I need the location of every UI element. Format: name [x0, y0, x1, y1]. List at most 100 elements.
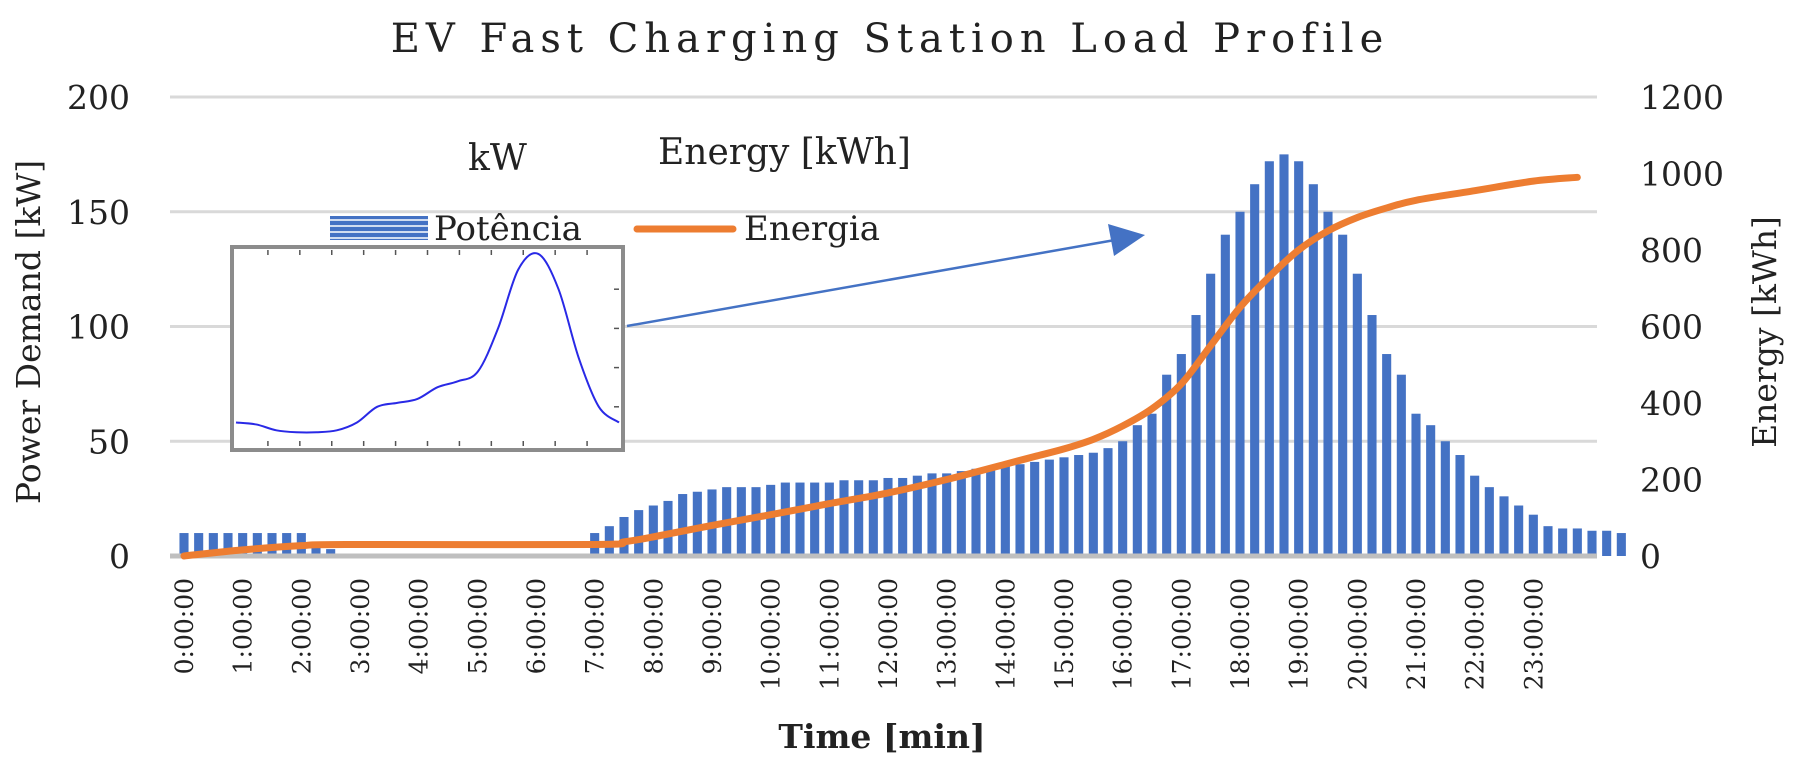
x-tick-label: 8:00:00 [639, 578, 668, 674]
x-tick-label: 16:00:00 [1109, 578, 1138, 690]
bar [678, 494, 688, 556]
bar [1352, 273, 1362, 556]
bar [986, 468, 996, 556]
right-tick-label: 1200 [1640, 78, 1724, 117]
bar [194, 533, 204, 556]
bar [1426, 425, 1436, 556]
bar [780, 482, 790, 556]
bar [751, 487, 761, 556]
bar [1338, 234, 1348, 556]
bar [1308, 184, 1318, 556]
bar [883, 477, 893, 556]
bar [1103, 448, 1113, 556]
bar [648, 505, 658, 556]
arrow-head-icon [1108, 224, 1145, 256]
zoom-arrow [626, 224, 1145, 328]
bar [1220, 234, 1230, 556]
bar [1528, 514, 1538, 556]
legend-swatch-potencia [330, 216, 428, 240]
bar [839, 480, 849, 556]
x-tick-label: 22:00:00 [1461, 578, 1490, 690]
x-tick-label: 19:00:00 [1285, 578, 1314, 690]
bar [634, 510, 644, 556]
x-tick-label: 3:00:00 [346, 578, 375, 674]
bar [868, 480, 878, 556]
bar [1470, 475, 1480, 556]
bar [1294, 161, 1304, 556]
left-axis-ticks: 0 50 100 150 200 [67, 78, 130, 576]
bar [1367, 315, 1377, 556]
legend-label-potencia: Potência [434, 209, 582, 249]
x-tick-label: 5:00:00 [463, 578, 492, 674]
bar [942, 473, 952, 556]
bar [810, 482, 820, 556]
left-tick-label: 200 [67, 78, 130, 117]
x-tick-label: 20:00:00 [1343, 578, 1372, 690]
annotation-energy: Energy [kWh] [658, 132, 911, 173]
x-tick-label: 0:00:00 [170, 578, 199, 674]
bar [795, 482, 805, 556]
bar [1088, 452, 1098, 556]
x-tick-label: 21:00:00 [1402, 578, 1431, 690]
inset-line-kw [235, 252, 620, 434]
right-tick-label: 600 [1640, 308, 1703, 347]
x-tick-label: 7:00:00 [581, 578, 610, 674]
annotation-kw: kW [468, 138, 527, 179]
bar [1411, 413, 1421, 556]
bar [1543, 526, 1553, 556]
legend: Potência Energia [330, 209, 880, 249]
bar [311, 542, 321, 556]
bar [1162, 374, 1172, 556]
bar [1147, 413, 1157, 556]
bar [1044, 459, 1054, 556]
bar [1030, 461, 1040, 556]
x-tick-label: 10:00:00 [757, 578, 786, 690]
bar [971, 468, 981, 556]
y-axis-label-right: Energy [kWh] [1745, 216, 1784, 448]
bar [956, 471, 966, 556]
x-tick-label: 14:00:00 [991, 578, 1020, 690]
bar [1059, 457, 1069, 556]
bar [208, 533, 218, 556]
bar [1396, 374, 1406, 556]
left-tick-label: 100 [67, 308, 130, 347]
bar [1000, 464, 1010, 556]
bar [1015, 464, 1025, 556]
bar [912, 475, 922, 556]
bar [1323, 211, 1333, 556]
bar [1250, 184, 1260, 556]
bar [1484, 487, 1494, 556]
bar [179, 533, 189, 556]
bar [1235, 211, 1245, 556]
x-tick-label: 9:00:00 [698, 578, 727, 674]
bar [1616, 533, 1626, 556]
bar [692, 491, 702, 556]
x-tick-label: 15:00:00 [1050, 578, 1079, 690]
bar [663, 500, 673, 556]
bar [1499, 496, 1509, 556]
bar [1558, 528, 1568, 556]
right-tick-label: 0 [1640, 537, 1661, 576]
right-tick-label: 800 [1640, 231, 1703, 270]
y-axis-label-left: Power Demand [kW] [9, 160, 48, 504]
bar [1572, 528, 1582, 556]
bar [1176, 354, 1186, 556]
chart-title: EV Fast Charging Station Load Profile [391, 16, 1390, 62]
right-tick-label: 400 [1640, 384, 1703, 423]
bar [1602, 530, 1612, 556]
x-axis-label: Time [min] [778, 717, 985, 756]
bar [238, 533, 248, 556]
line-series-energia [180, 173, 1581, 560]
bar [1264, 161, 1274, 556]
bar [824, 482, 834, 556]
bar [252, 533, 262, 556]
right-tick-label: 1000 [1640, 155, 1724, 194]
x-tick-label: 12:00:00 [874, 578, 903, 690]
left-tick-label: 150 [67, 193, 130, 232]
bar [927, 473, 937, 556]
x-tick-label: 17:00:00 [1167, 578, 1196, 690]
x-axis-ticks: 0:00:00 1:00:00 2:00:00 3:00:00 4:00:00 5:00:… [170, 578, 1548, 690]
inset-chart [230, 245, 625, 452]
bar [898, 477, 908, 556]
